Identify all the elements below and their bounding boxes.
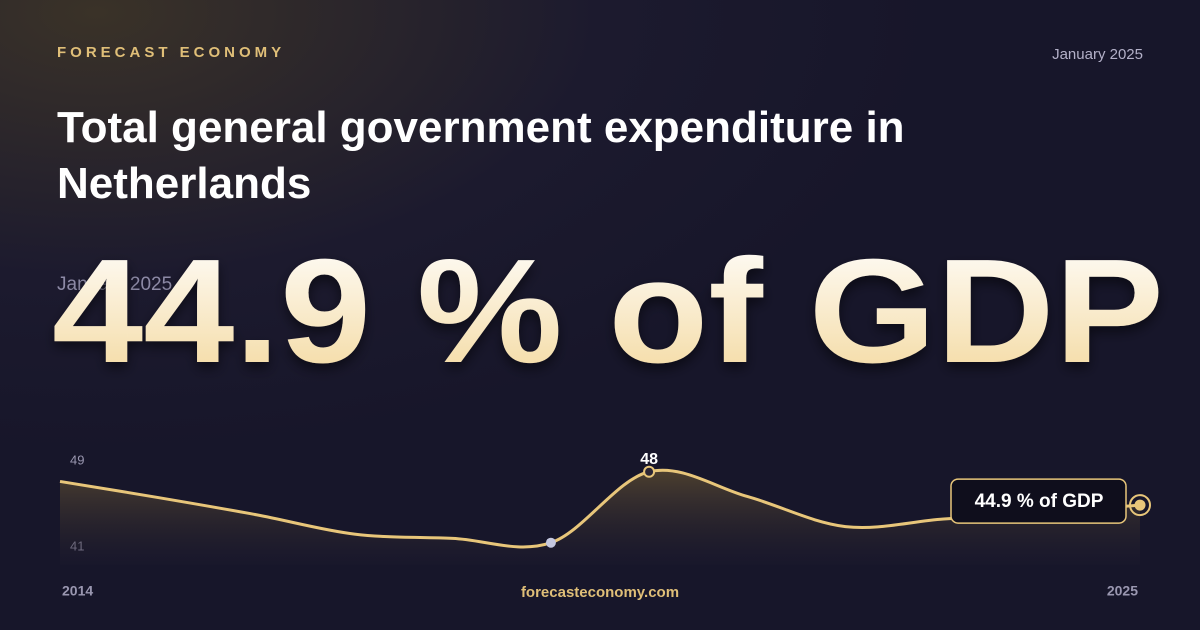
area-fill — [60, 470, 1140, 565]
end-marker — [1134, 499, 1146, 511]
max-marker — [643, 465, 656, 478]
value-label: 48 — [640, 451, 658, 468]
title: Total general government expenditure in … — [57, 103, 905, 208]
x-tick-label: 2014 — [62, 583, 93, 599]
value-label-box — [950, 478, 1127, 524]
chart: 4149201420254844.9 % of GDP — [59, 451, 1151, 599]
line — [59, 468, 1141, 549]
headline-date: January 2025 — [57, 274, 172, 295]
min-marker — [545, 537, 556, 548]
date: January 2025 — [1052, 46, 1143, 63]
end-marker-halo — [1129, 494, 1151, 517]
x-tick-label: 2025 — [1107, 583, 1138, 599]
y-tick-label: 49 — [70, 452, 84, 467]
brand: FORECAST ECONOMY — [57, 44, 286, 61]
headline-value: 44.9 % of GDP — [52, 229, 1164, 394]
footer: forecasteconomy.com — [520, 584, 680, 601]
value-label: 44.9 % of GDP — [975, 491, 1104, 512]
